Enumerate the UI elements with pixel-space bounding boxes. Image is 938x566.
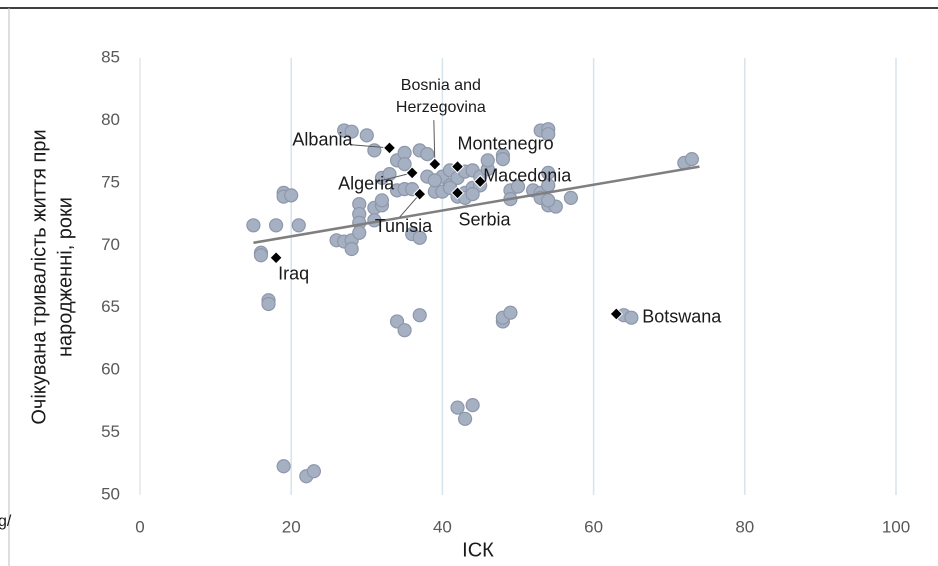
highlight-point — [450, 186, 465, 200]
point — [541, 193, 556, 208]
y-tick-label: 60 — [101, 360, 120, 379]
point — [510, 179, 526, 194]
point — [480, 153, 495, 168]
y-tick-label: 80 — [101, 110, 120, 129]
point — [352, 225, 367, 240]
point — [420, 147, 435, 162]
highlight-point — [269, 251, 283, 265]
point-label: Macedonia — [483, 165, 572, 185]
point-label: Serbia — [459, 210, 512, 230]
y-axis-label: Очікувана тривалість життя при народженн… — [28, 129, 76, 424]
point — [541, 127, 556, 142]
highlight-point — [382, 141, 397, 155]
point — [359, 128, 374, 143]
highlight-point — [413, 187, 427, 201]
point — [276, 459, 291, 474]
x-tick-label: 100 — [882, 517, 910, 536]
point — [397, 323, 412, 338]
point-label: Algeria — [338, 174, 395, 194]
highlight-point — [405, 166, 419, 180]
point-label: Montenegro — [458, 133, 554, 153]
point-label: Albania — [292, 130, 353, 150]
point — [268, 218, 284, 233]
x-tick-label: 0 — [135, 517, 144, 536]
point — [495, 152, 510, 167]
y-tick-label: 55 — [101, 422, 120, 441]
highlight-point — [450, 159, 465, 174]
point — [344, 241, 359, 257]
x-tick-label: 80 — [735, 517, 754, 536]
point — [503, 305, 518, 320]
point — [427, 173, 442, 188]
leader-line — [433, 120, 436, 165]
y-tick-label: 85 — [101, 47, 120, 66]
point — [465, 398, 480, 413]
point-label: Bosnia and Herzegovina — [396, 77, 486, 116]
point — [374, 193, 390, 208]
highlight-point — [428, 157, 442, 171]
point — [684, 152, 699, 167]
point — [450, 400, 465, 415]
point-label: Botswana — [642, 307, 722, 327]
trendline — [253, 165, 700, 245]
point — [291, 218, 306, 233]
point-label: Tunisia — [375, 216, 433, 236]
point — [246, 218, 261, 233]
point — [261, 296, 276, 312]
point — [253, 248, 269, 263]
x-tick-label: 60 — [584, 517, 603, 536]
point — [412, 308, 427, 323]
x-tick-label: 40 — [433, 517, 452, 536]
point — [541, 165, 556, 180]
highlight-point — [609, 307, 623, 321]
x-tick-label: 20 — [282, 517, 301, 536]
highlight-point — [473, 174, 487, 189]
point — [284, 188, 299, 203]
point — [563, 190, 579, 205]
y-tick-label: 75 — [101, 172, 120, 191]
point — [412, 230, 427, 245]
point — [306, 464, 321, 479]
fragment: g/ — [0, 513, 12, 530]
y-tick-label: 65 — [101, 297, 120, 316]
leader-line — [399, 193, 421, 218]
leader-line — [376, 172, 413, 183]
point — [465, 186, 480, 202]
point — [344, 124, 359, 139]
y-tick-label: 70 — [101, 235, 120, 254]
y-axis-label-line: Очікувана тривалість життя при — [28, 129, 50, 424]
point — [397, 157, 412, 172]
x-axis-label: ІСК — [462, 539, 494, 561]
point — [457, 411, 473, 426]
y-tick-label: 50 — [101, 484, 120, 503]
point — [624, 310, 639, 325]
point-label: Iraq — [278, 264, 309, 284]
y-axis-label-line: народженні, роки — [54, 197, 76, 357]
